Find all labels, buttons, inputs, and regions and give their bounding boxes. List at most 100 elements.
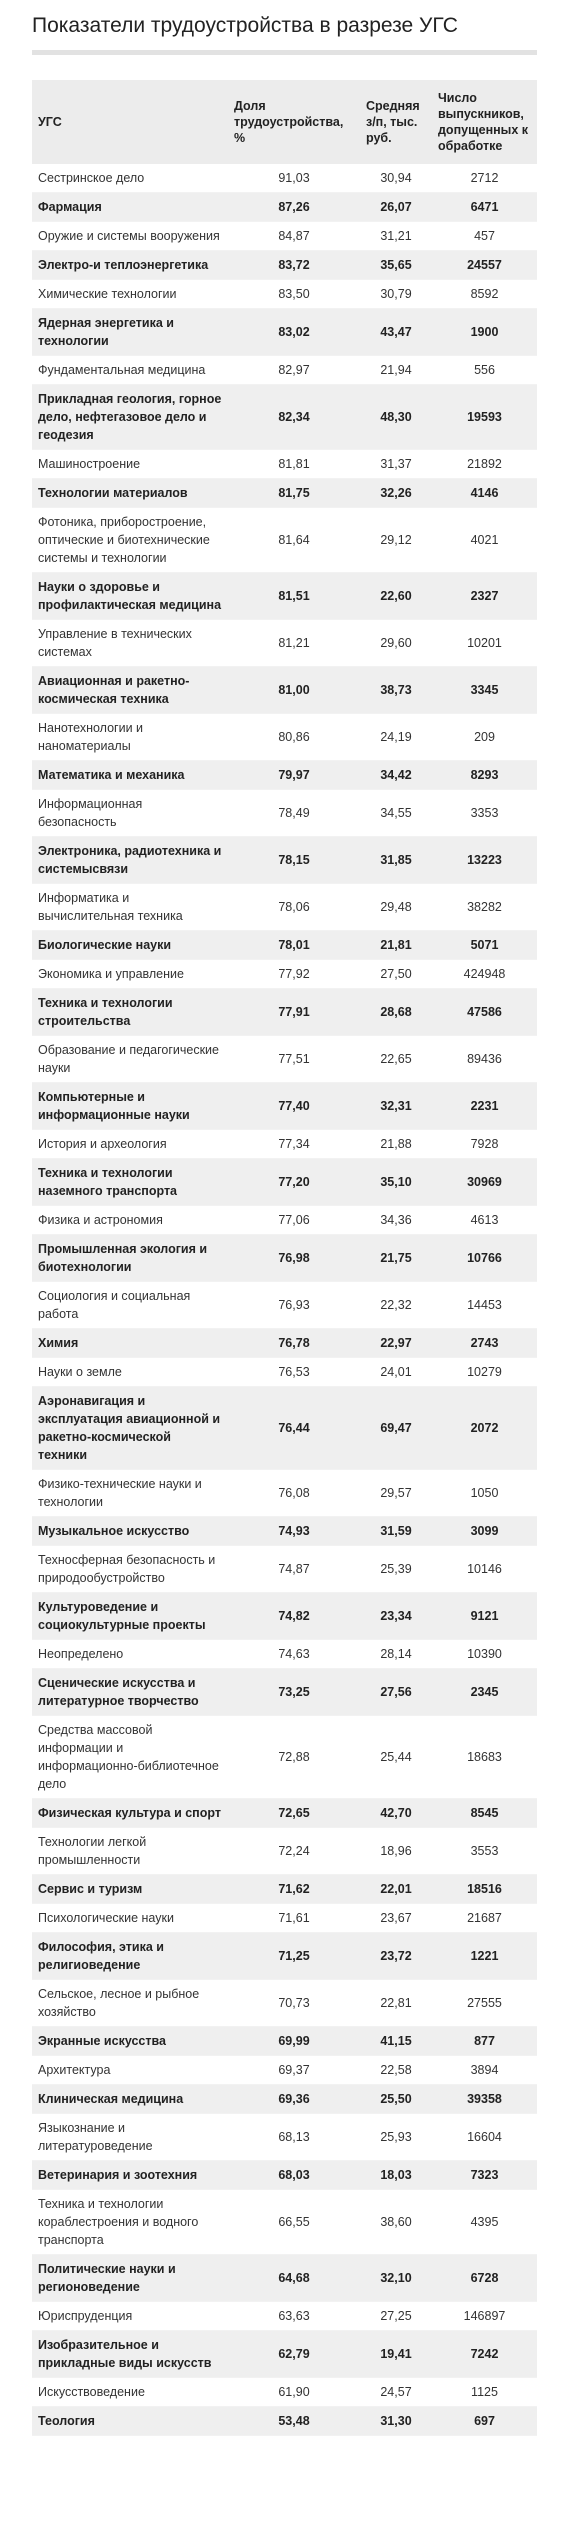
value-cell: 18516 [432, 1874, 537, 1904]
name-cell: Образование и педагогические науки [32, 1035, 228, 1083]
value-cell: 72,24 [228, 1827, 360, 1875]
value-cell: 8592 [432, 279, 537, 309]
value-cell: 22,65 [360, 1035, 432, 1083]
name-cell: Химические технологии [32, 279, 228, 309]
value-cell: 78,06 [228, 883, 360, 931]
name-cell: Экономика и управление [32, 959, 228, 989]
value-cell: 74,87 [228, 1545, 360, 1593]
value-cell: 68,03 [228, 2160, 360, 2190]
table-row: Экономика и управление 77,92 27,50 424948 [32, 959, 537, 989]
value-cell: 27555 [432, 1979, 537, 2027]
value-cell: 81,81 [228, 449, 360, 479]
table-row: Техносферная безопасность и природообуст… [32, 1545, 537, 1593]
value-cell: 1221 [432, 1932, 537, 1980]
table-row: Управление в технических системах 81,21 29… [32, 619, 537, 667]
name-cell: Экранные искусства [32, 2026, 228, 2056]
table-row: Химические технологии 83,50 30,79 8592 [32, 279, 537, 309]
value-cell: 41,15 [360, 2026, 432, 2056]
value-cell: 81,51 [228, 572, 360, 620]
value-cell: 29,57 [360, 1469, 432, 1517]
value-cell: 10766 [432, 1234, 537, 1282]
value-cell: 697 [432, 2406, 537, 2436]
value-cell: 22,97 [360, 1328, 432, 1358]
value-cell: 78,15 [228, 836, 360, 884]
table-row: Информатика и вычислительная техника 78,0… [32, 883, 537, 931]
name-cell: Техника и технологии кораблестроения и в… [32, 2189, 228, 2255]
value-cell: 34,55 [360, 789, 432, 837]
value-cell: 79,97 [228, 760, 360, 790]
value-cell: 35,10 [360, 1158, 432, 1206]
name-cell: Физическая культура и спорт [32, 1798, 228, 1828]
value-cell: 3099 [432, 1516, 537, 1546]
value-cell: 8545 [432, 1798, 537, 1828]
value-cell: 38,73 [360, 666, 432, 714]
value-cell: 7323 [432, 2160, 537, 2190]
name-cell: Физико-технические науки и технологии [32, 1469, 228, 1517]
value-cell: 77,06 [228, 1205, 360, 1235]
value-cell: 30969 [432, 1158, 537, 1206]
value-cell: 62,79 [228, 2330, 360, 2378]
name-cell: Прикладная геология, горное дело, нефтег… [32, 384, 228, 450]
name-cell: Клиническая медицина [32, 2084, 228, 2114]
value-cell: 2345 [432, 1668, 537, 1716]
value-cell: 24,19 [360, 713, 432, 761]
value-cell: 47586 [432, 988, 537, 1036]
value-cell: 31,30 [360, 2406, 432, 2436]
value-cell: 82,34 [228, 384, 360, 450]
value-cell: 22,32 [360, 1281, 432, 1329]
value-cell: 24,57 [360, 2377, 432, 2407]
value-cell: 64,68 [228, 2254, 360, 2302]
table-row: Прикладная геология, горное дело, нефтег… [32, 384, 537, 450]
table-row: Фармация 87,26 26,07 6471 [32, 192, 537, 222]
table-row: Электро-и теплоэнергетика 83,72 35,65 24557 [32, 250, 537, 280]
name-cell: Аэронавигация и эксплуатация авиационной… [32, 1386, 228, 1470]
value-cell: 2231 [432, 1082, 537, 1130]
value-cell: 22,81 [360, 1979, 432, 2027]
value-cell: 69,47 [360, 1386, 432, 1470]
name-cell: Науки о земле [32, 1357, 228, 1387]
value-cell: 73,25 [228, 1668, 360, 1716]
value-cell: 48,30 [360, 384, 432, 450]
table-row: Техника и технологии строительства 77,91 2… [32, 988, 537, 1036]
name-cell: Музыкальное искусство [32, 1516, 228, 1546]
name-cell: Социология и социальная работа [32, 1281, 228, 1329]
name-cell: Информационная безопасность [32, 789, 228, 837]
value-cell: 877 [432, 2026, 537, 2056]
name-cell: Технологии материалов [32, 478, 228, 508]
value-cell: 34,36 [360, 1205, 432, 1235]
name-cell: Изобразительное и прикладные виды искусс… [32, 2330, 228, 2378]
table-row: Юриспруденция 63,63 27,25 146897 [32, 2301, 537, 2331]
value-cell: 27,25 [360, 2301, 432, 2331]
value-cell: 4613 [432, 1205, 537, 1235]
value-cell: 53,48 [228, 2406, 360, 2436]
value-cell: 87,26 [228, 192, 360, 222]
value-cell: 76,78 [228, 1328, 360, 1358]
value-cell: 72,65 [228, 1798, 360, 1828]
value-cell: 69,37 [228, 2055, 360, 2085]
value-cell: 69,99 [228, 2026, 360, 2056]
value-cell: 146897 [432, 2301, 537, 2331]
value-cell: 2327 [432, 572, 537, 620]
name-cell: Психологические науки [32, 1903, 228, 1933]
table-row: Химия 76,78 22,97 2743 [32, 1328, 537, 1358]
table-row: Психологические науки 71,61 23,67 21687 [32, 1903, 537, 1933]
table-row: Философия, этика и религиоведение 71,25 23… [32, 1932, 537, 1980]
value-cell: 9121 [432, 1592, 537, 1640]
table-row: Информационная безопасность 78,49 34,55 335… [32, 789, 537, 837]
name-cell: Техника и технологии строительства [32, 988, 228, 1036]
data-table: УГС Доля трудоустройства, % Средняя з/п, т… [32, 80, 537, 2436]
header-cell: Доля трудоустройства, % [228, 80, 360, 164]
value-cell: 6471 [432, 192, 537, 222]
table-header: УГС Доля трудоустройства, % Средняя з/п, т… [32, 80, 537, 164]
value-cell: 74,63 [228, 1639, 360, 1669]
value-cell: 81,75 [228, 478, 360, 508]
value-cell: 32,31 [360, 1082, 432, 1130]
value-cell: 30,79 [360, 279, 432, 309]
table-row: Сельское, лесное и рыбное хозяйство 70,73… [32, 1979, 537, 2027]
table-row: Клиническая медицина 69,36 25,50 39358 [32, 2084, 537, 2114]
table-row: Культуроведение и социокультурные проект… [32, 1592, 537, 1640]
name-cell: Биологические науки [32, 930, 228, 960]
value-cell: 18,96 [360, 1827, 432, 1875]
name-cell: Управление в технических системах [32, 619, 228, 667]
value-cell: 32,10 [360, 2254, 432, 2302]
